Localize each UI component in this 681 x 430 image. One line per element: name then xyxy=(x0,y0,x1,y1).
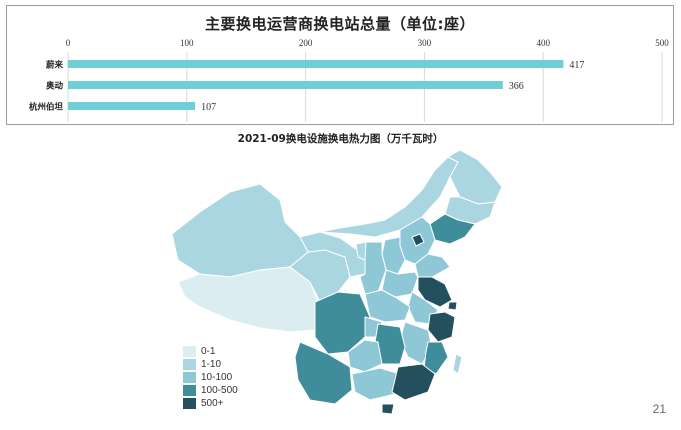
region-jiangsu xyxy=(417,276,453,308)
legend-item: 10-100 xyxy=(183,371,238,384)
bar-chart-panel: 主要换电运营商换电站总量（单位:座） 0 100 200 300 400 500 蔚来 417… xyxy=(6,5,674,125)
data-label: 366 xyxy=(509,81,524,92)
legend-swatch xyxy=(183,359,196,370)
legend-item: 0-1 xyxy=(183,345,238,358)
bar-chart: 0 100 200 300 400 500 蔚来 417 奥动 366 杭州伯坦 107 xyxy=(29,38,669,122)
bar-chart-title: 主要换电运营商换电站总量（单位:座） xyxy=(204,15,475,33)
x-tick-label: 500 xyxy=(655,38,669,48)
legend-label: 1-10 xyxy=(201,359,222,370)
china-heat-map xyxy=(171,149,503,415)
legend-swatch xyxy=(183,372,196,383)
region-fujian xyxy=(423,341,449,375)
legend-label: 10-100 xyxy=(201,372,233,383)
x-tick-label: 400 xyxy=(536,38,550,48)
legend-item: 1-10 xyxy=(183,358,238,371)
legend-swatch xyxy=(183,398,196,409)
region-shanghai xyxy=(447,301,458,311)
map-title: 2021-09换电设施换电热力图（万千瓦时） xyxy=(237,133,444,145)
data-label: 417 xyxy=(569,60,584,71)
x-tick-label: 200 xyxy=(299,38,313,48)
region-hubei xyxy=(364,289,411,323)
category-label: 蔚来 xyxy=(46,60,64,71)
page-number: 21 xyxy=(652,402,666,416)
region-ningxia xyxy=(355,241,367,261)
x-tick-label: 100 xyxy=(180,38,194,48)
region-tibet xyxy=(177,266,321,333)
legend-item: 100-500 xyxy=(183,384,238,397)
x-tick-label: 0 xyxy=(66,38,71,48)
legend-swatch xyxy=(183,385,196,396)
category-label: 奥动 xyxy=(45,81,64,92)
category-label: 杭州伯坦 xyxy=(29,102,64,113)
map-legend: 0-1 1-10 10-100 100-500 500+ xyxy=(183,345,238,410)
legend-label: 500+ xyxy=(201,398,224,409)
region-xinjiang xyxy=(171,183,309,278)
legend-label: 0-1 xyxy=(201,346,216,357)
region-yunnan xyxy=(294,341,353,405)
region-hainan xyxy=(381,403,395,415)
bar xyxy=(68,81,503,89)
x-tick-label: 300 xyxy=(418,38,432,48)
bar xyxy=(68,102,196,110)
region-liaoning xyxy=(429,213,476,245)
region-heilongjiang xyxy=(447,149,503,205)
region-beijing xyxy=(411,233,425,247)
legend-item: 500+ xyxy=(183,397,238,410)
region-guangxi xyxy=(351,367,401,401)
bar xyxy=(68,60,564,68)
region-taiwan xyxy=(452,353,463,375)
legend-label: 100-500 xyxy=(201,385,238,396)
legend-swatch xyxy=(183,346,196,357)
region-guangdong xyxy=(391,363,436,401)
region-zhejiang xyxy=(427,311,456,343)
data-label: 107 xyxy=(201,102,216,113)
